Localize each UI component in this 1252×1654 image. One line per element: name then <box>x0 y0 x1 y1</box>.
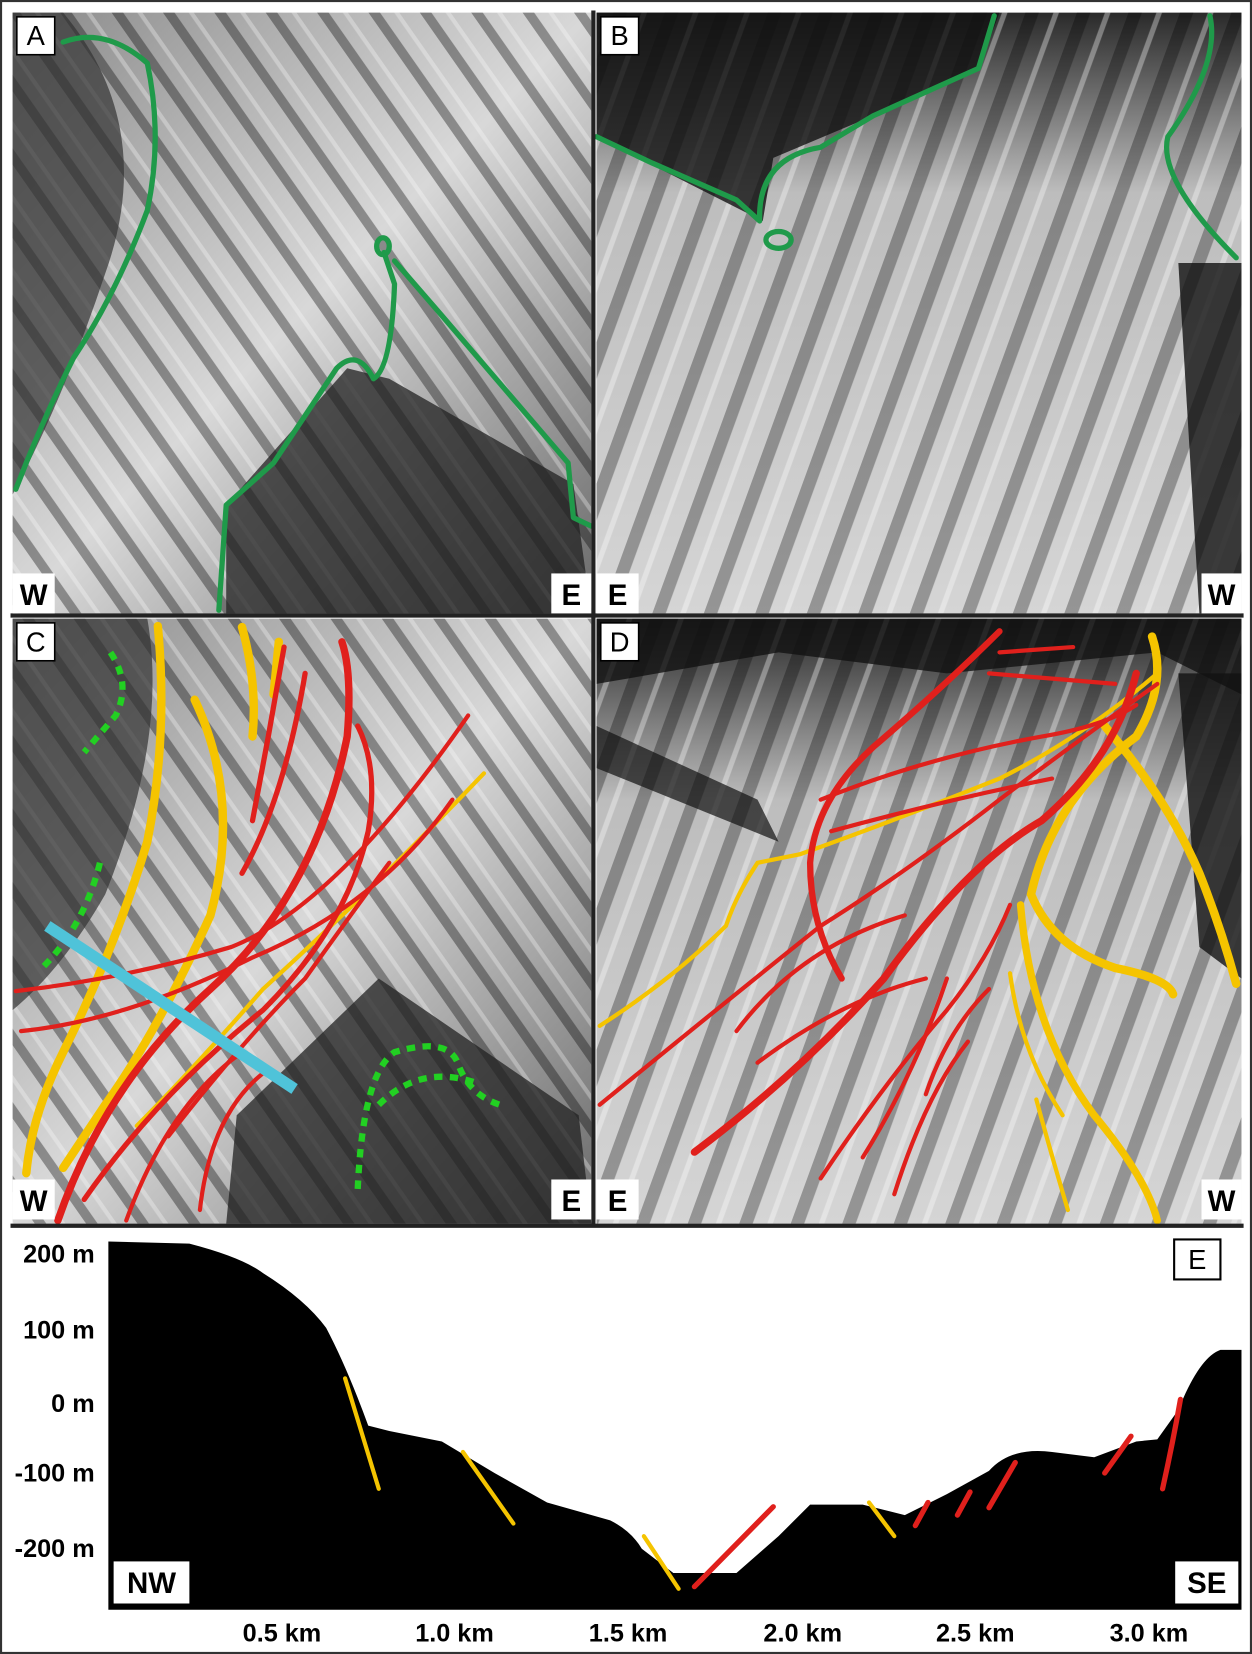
panel-label: E <box>1188 1244 1206 1275</box>
direction-label: W <box>20 579 48 612</box>
x-tick-label: 3.0 km <box>1110 1619 1189 1647</box>
y-tick-label: 100 m <box>23 1316 95 1344</box>
x-tick-label: 1.0 km <box>415 1619 494 1647</box>
panel-label: A <box>27 20 46 51</box>
figure: E NW SE 200 m 100 m 0 m -100 m -200 m 0.… <box>0 0 1252 1654</box>
direction-label: SE <box>1187 1567 1226 1600</box>
y-tick-label: -100 m <box>15 1459 95 1487</box>
y-tick-label: 0 m <box>51 1390 95 1418</box>
x-tick-label: 2.5 km <box>936 1619 1015 1647</box>
x-tick-label: 2.0 km <box>763 1619 842 1647</box>
panel-a <box>13 13 592 614</box>
panel-label: C <box>26 626 46 657</box>
direction-label: W <box>20 1185 48 1218</box>
panel-b <box>597 13 1242 614</box>
direction-label: E <box>608 1185 628 1218</box>
y-tick-label: -200 m <box>15 1535 95 1563</box>
direction-label: W <box>1208 579 1236 612</box>
panel-label: D <box>610 626 630 657</box>
panel-d <box>597 619 1242 1224</box>
panel-c <box>13 619 592 1224</box>
y-tick-label: 200 m <box>23 1241 95 1269</box>
x-tick-label: 0.5 km <box>243 1619 322 1647</box>
direction-label: E <box>608 579 628 612</box>
direction-label: E <box>561 1185 581 1218</box>
x-tick-label: 1.5 km <box>589 1619 668 1647</box>
direction-label: E <box>561 579 581 612</box>
panel-label: B <box>611 20 629 51</box>
direction-label: W <box>1208 1185 1236 1218</box>
direction-label: NW <box>127 1567 176 1600</box>
